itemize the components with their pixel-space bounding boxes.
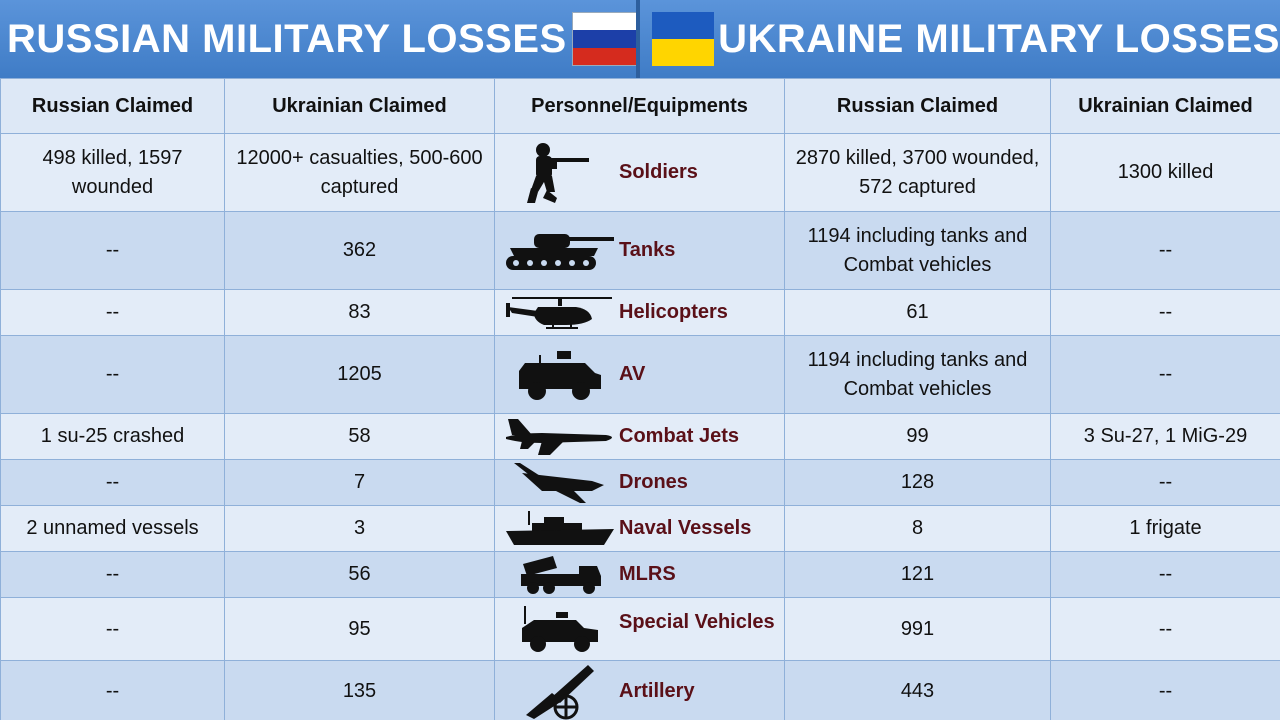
humvee-icon xyxy=(501,604,619,654)
header-ukrainian-claimed: Ukrainian Claimed xyxy=(1050,78,1280,134)
ukraine-loss-russian-claim: 8 xyxy=(784,505,1051,552)
ukraine-title: UKRAINE MILITARY LOSSES xyxy=(718,16,1280,61)
item-label: Helicopters xyxy=(619,301,728,323)
russia-loss-ukrainian-claim: 12000+ casualties, 500-600 captured xyxy=(224,133,495,212)
table-row: -- 1205 AV 1194 including tanks and Comb… xyxy=(0,335,1280,414)
ukraine-loss-russian-claim: 443 xyxy=(784,660,1051,720)
russia-title: RUSSIAN MILITARY LOSSES xyxy=(7,16,567,61)
banner-divider xyxy=(636,0,640,78)
losses-table: Russian Claimed Ukrainian Claimed Person… xyxy=(0,78,1280,720)
table-row: -- 95 Special Vehicles 991 -- xyxy=(0,597,1280,661)
item-label: Artillery xyxy=(619,680,695,702)
table-row: -- 362 Tanks 1194 including tanks and Co… xyxy=(0,211,1280,290)
russia-loss-russian-claim: -- xyxy=(0,459,225,506)
warship-icon xyxy=(501,509,619,549)
ukraine-loss-ukrainian-claim: 1300 killed xyxy=(1050,133,1280,212)
item-cell: Naval Vessels xyxy=(494,505,785,552)
russia-loss-ukrainian-claim: 83 xyxy=(224,289,495,336)
ukraine-loss-russian-claim: 61 xyxy=(784,289,1051,336)
table-header-row: Russian Claimed Ukrainian Claimed Person… xyxy=(0,78,1280,134)
russia-loss-russian-claim: -- xyxy=(0,597,225,661)
ukraine-loss-ukrainian-claim: -- xyxy=(1050,597,1280,661)
rocket-launcher-icon xyxy=(501,554,619,596)
ukraine-loss-ukrainian-claim: 1 frigate xyxy=(1050,505,1280,552)
helicopter-icon xyxy=(501,293,619,333)
ukraine-loss-ukrainian-claim: -- xyxy=(1050,289,1280,336)
item-cell: Special Vehicles xyxy=(494,597,785,661)
item-cell: AV xyxy=(494,335,785,414)
ukraine-loss-russian-claim: 2870 killed, 3700 wounded, 572 captured xyxy=(784,133,1051,212)
header-personnel-equipments: Personnel/Equipments xyxy=(494,78,785,134)
table-row: 498 killed, 1597 wounded 12000+ casualti… xyxy=(0,133,1280,212)
item-cell: Tanks xyxy=(494,211,785,290)
tank-icon xyxy=(501,228,619,274)
table-row: -- 7 Drones 128 -- xyxy=(0,459,1280,506)
cannon-icon xyxy=(501,663,619,720)
item-label: AV xyxy=(619,363,646,385)
ukraine-loss-ukrainian-claim: -- xyxy=(1050,660,1280,720)
russia-loss-russian-claim: -- xyxy=(0,551,225,598)
table-row: -- 56 MLRS 121 -- xyxy=(0,551,1280,598)
table-row: -- 135 Artillery 443 -- xyxy=(0,660,1280,720)
title-banner: RUSSIAN MILITARY LOSSES UKRAINE MILITARY… xyxy=(0,0,1280,78)
russia-loss-russian-claim: -- xyxy=(0,335,225,414)
item-cell: MLRS xyxy=(494,551,785,598)
russia-banner: RUSSIAN MILITARY LOSSES xyxy=(0,0,636,78)
item-label: Naval Vessels xyxy=(619,517,752,539)
header-russian-claimed: Russian Claimed xyxy=(784,78,1051,134)
russia-loss-ukrainian-claim: 1205 xyxy=(224,335,495,414)
ukraine-loss-ukrainian-claim: -- xyxy=(1050,211,1280,290)
russia-loss-ukrainian-claim: 58 xyxy=(224,413,495,460)
russia-loss-ukrainian-claim: 362 xyxy=(224,211,495,290)
ukraine-banner: UKRAINE MILITARY LOSSES xyxy=(640,0,1280,78)
armored-vehicle-icon xyxy=(501,349,619,401)
ukraine-loss-ukrainian-claim: 3 Su-27, 1 MiG-29 xyxy=(1050,413,1280,460)
russia-loss-russian-claim: 2 unnamed vessels xyxy=(0,505,225,552)
item-label: Special Vehicles xyxy=(619,611,775,633)
russia-loss-russian-claim: 1 su-25 crashed xyxy=(0,413,225,460)
ukraine-loss-russian-claim: 1194 including tanks and Combat vehicles xyxy=(784,211,1051,290)
russia-loss-ukrainian-claim: 95 xyxy=(224,597,495,661)
header-russian-claimed: Russian Claimed xyxy=(0,78,225,134)
item-label: Combat Jets xyxy=(619,425,740,447)
fighter-jet-icon xyxy=(501,417,619,457)
item-label: Drones xyxy=(619,471,688,493)
ukraine-loss-russian-claim: 991 xyxy=(784,597,1051,661)
russia-loss-russian-claim: 498 killed, 1597 wounded xyxy=(0,133,225,212)
russia-loss-ukrainian-claim: 3 xyxy=(224,505,495,552)
russia-loss-russian-claim: -- xyxy=(0,289,225,336)
russia-loss-russian-claim: -- xyxy=(0,211,225,290)
header-ukrainian-claimed: Ukrainian Claimed xyxy=(224,78,495,134)
table-row: 1 su-25 crashed 58 Combat Jets 99 3 Su-2… xyxy=(0,413,1280,460)
table-row: -- 83 Helicopters 61 -- xyxy=(0,289,1280,336)
table-row: 2 unnamed vessels 3 Naval Vessels 8 1 fr… xyxy=(0,505,1280,552)
russia-flag-icon xyxy=(572,13,636,65)
item-cell: Helicopters xyxy=(494,289,785,336)
russia-loss-ukrainian-claim: 135 xyxy=(224,660,495,720)
ukraine-loss-russian-claim: 121 xyxy=(784,551,1051,598)
russia-loss-ukrainian-claim: 56 xyxy=(224,551,495,598)
ukraine-loss-ukrainian-claim: -- xyxy=(1050,335,1280,414)
item-label: Soldiers xyxy=(619,161,698,183)
item-cell: Drones xyxy=(494,459,785,506)
ukraine-loss-ukrainian-claim: -- xyxy=(1050,551,1280,598)
soldier-icon xyxy=(501,140,619,206)
item-cell: Combat Jets xyxy=(494,413,785,460)
ukraine-flag-icon xyxy=(652,12,715,66)
ukraine-loss-ukrainian-claim: -- xyxy=(1050,459,1280,506)
item-cell: Artillery xyxy=(494,660,785,720)
item-label: Tanks xyxy=(619,239,676,261)
item-cell: Soldiers xyxy=(494,133,785,212)
item-label: MLRS xyxy=(619,563,676,585)
ukraine-loss-russian-claim: 99 xyxy=(784,413,1051,460)
russia-loss-russian-claim: -- xyxy=(0,660,225,720)
drone-icon xyxy=(501,461,619,505)
ukraine-loss-russian-claim: 128 xyxy=(784,459,1051,506)
ukraine-loss-russian-claim: 1194 including tanks and Combat vehicles xyxy=(784,335,1051,414)
russia-loss-ukrainian-claim: 7 xyxy=(224,459,495,506)
